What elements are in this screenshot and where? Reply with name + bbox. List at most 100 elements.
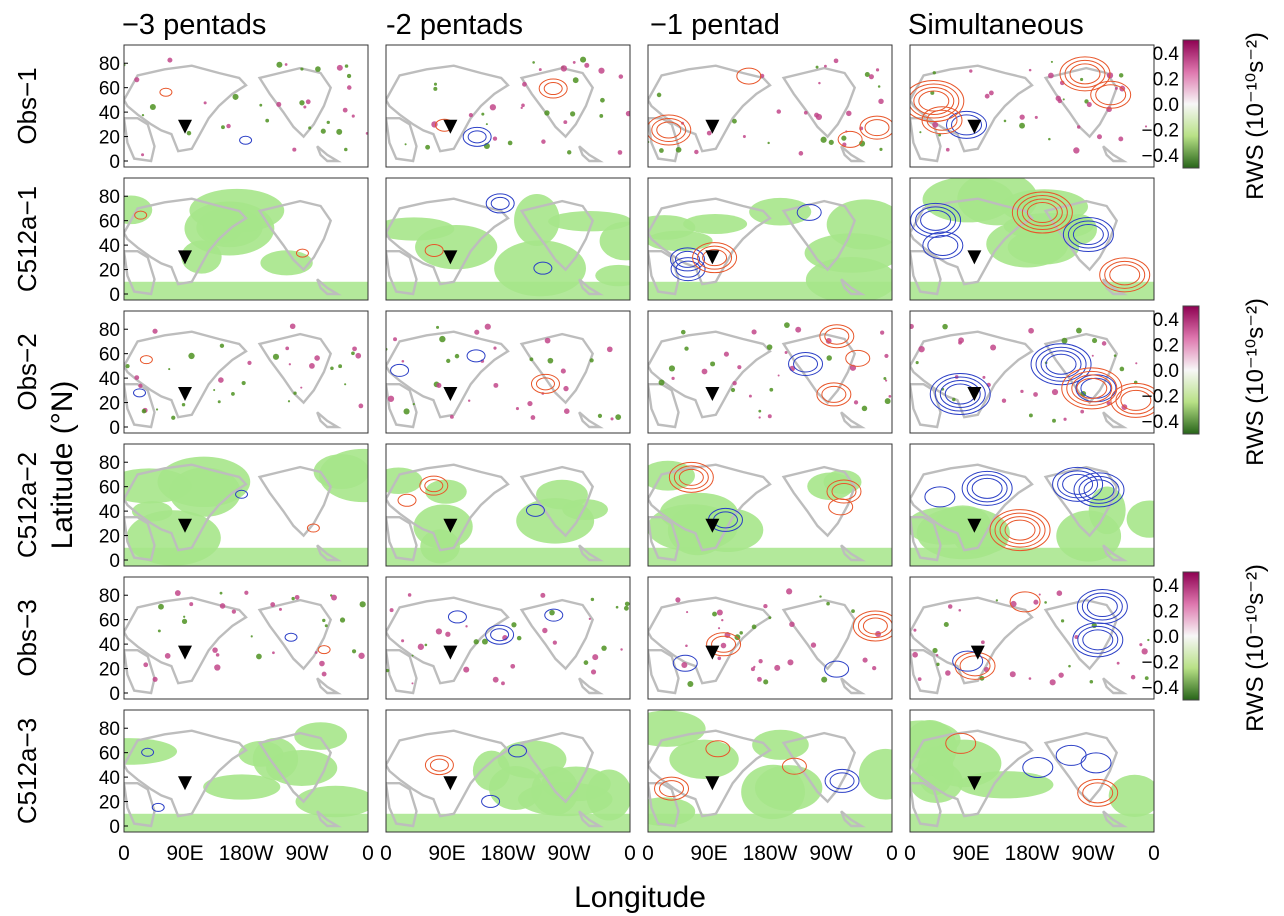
rws-speck — [219, 343, 225, 348]
rws-speck — [1114, 86, 1118, 90]
rws-speck — [828, 139, 834, 145]
x-tick-label: 90E — [428, 842, 465, 865]
coastline — [316, 544, 342, 562]
rws-speck — [913, 628, 917, 632]
rws-speck — [912, 651, 918, 658]
contour — [788, 351, 824, 376]
rws-speck — [324, 624, 328, 628]
map-panel — [647, 310, 893, 434]
rws-speck — [766, 344, 773, 350]
rws-speck — [930, 90, 935, 95]
x-tick-label: 0 — [118, 842, 130, 865]
contour — [669, 247, 705, 272]
rws-speck — [226, 123, 231, 129]
rws-speck — [1001, 398, 1007, 403]
rws-speck — [359, 601, 366, 608]
rws-speck — [138, 383, 143, 388]
contour — [1071, 374, 1113, 403]
rws-speck — [567, 150, 572, 155]
rws-speck — [958, 608, 962, 612]
contour — [668, 461, 714, 493]
contour — [845, 349, 871, 367]
contour — [1110, 382, 1154, 418]
rws-speck — [355, 352, 362, 359]
coastline — [910, 463, 1034, 552]
coastline — [910, 197, 1034, 286]
y-tick-label: 0 — [109, 285, 120, 306]
rws-speck — [411, 682, 414, 685]
rws-speck — [932, 121, 939, 128]
rws-speck — [935, 654, 939, 657]
contour — [239, 135, 253, 145]
rws-speck — [1055, 95, 1061, 102]
rws-speck — [599, 114, 604, 118]
coastline — [386, 64, 510, 153]
rws-speck — [401, 359, 405, 363]
rws-speck — [1028, 327, 1034, 334]
rws-speck — [1144, 125, 1148, 128]
y-tick-label: 60 — [99, 79, 120, 100]
y-tick-label: 80 — [99, 187, 120, 208]
contour — [852, 610, 892, 642]
rws-speck — [436, 382, 442, 388]
coastline — [519, 199, 595, 272]
map-panel — [385, 310, 631, 434]
rws-speck — [446, 358, 451, 364]
panel-frame — [385, 310, 631, 434]
rws-speck — [758, 409, 762, 413]
rws-speck — [489, 104, 497, 111]
rws-speck — [386, 668, 390, 673]
rws-speck — [883, 377, 887, 380]
rws-speck — [320, 128, 326, 134]
rws-speck — [624, 601, 630, 607]
rws-speck — [1028, 68, 1032, 72]
rws-speck — [1051, 388, 1059, 396]
rws-speck — [287, 400, 291, 403]
rws-speck — [1058, 672, 1064, 678]
rws-speck — [732, 381, 737, 386]
rws-speck — [880, 330, 885, 335]
shaded-region — [648, 547, 892, 566]
rws-speck — [851, 609, 855, 613]
contour — [966, 474, 1008, 503]
rws-speck — [1034, 115, 1038, 119]
rws-speck — [217, 400, 221, 404]
rws-speck — [149, 104, 156, 111]
rws-speck — [158, 603, 164, 610]
rws-speck — [753, 665, 756, 669]
rws-speck — [272, 353, 280, 360]
contour — [971, 477, 1003, 499]
x-tick-label: 90E — [166, 842, 203, 865]
rws-speck — [1010, 600, 1017, 608]
rws-speck — [351, 114, 355, 118]
panel-frame — [647, 576, 893, 700]
panel-frame — [123, 576, 369, 700]
x-tick-label: 0 — [362, 842, 374, 865]
contour — [159, 87, 173, 97]
rws-speck — [592, 654, 599, 661]
coastline — [648, 782, 680, 828]
marker-triangle — [443, 518, 458, 533]
colorbar-tick-label: −0.2 — [1141, 121, 1179, 142]
marker-triangle — [443, 776, 458, 791]
shaded-region — [514, 194, 560, 247]
rws-speck — [1135, 362, 1138, 365]
rws-speck — [600, 97, 605, 103]
rws-speck — [1048, 137, 1051, 141]
rws-speck — [1028, 677, 1032, 680]
coastline — [519, 332, 595, 405]
rws-speck — [610, 417, 614, 421]
contour — [1077, 778, 1119, 807]
shaded-region — [413, 504, 473, 549]
panel-frame — [909, 177, 1155, 301]
y-tick-label: 60 — [99, 212, 120, 233]
rws-speck — [1019, 114, 1025, 120]
rws-speck — [1089, 679, 1094, 684]
coastline — [519, 598, 595, 671]
rws-speck — [288, 363, 291, 366]
rws-speck — [826, 355, 832, 361]
coastline — [386, 782, 418, 828]
coastline — [316, 677, 342, 695]
marker-triangle — [705, 119, 720, 134]
rws-speck — [685, 644, 688, 648]
